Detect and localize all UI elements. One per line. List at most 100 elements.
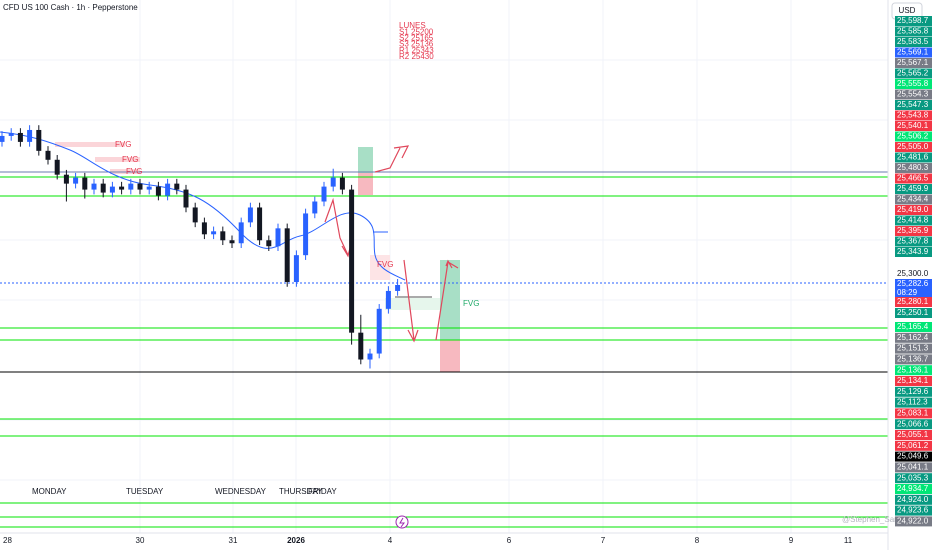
price-label: 25,165.4: [897, 322, 929, 331]
price-tag: [895, 484, 932, 494]
candle-body: [146, 186, 152, 190]
price-tag: [895, 79, 932, 89]
price-label: 25,565.2: [897, 69, 929, 78]
price-tag: [895, 194, 932, 205]
price-tag: [895, 131, 932, 142]
date-label: 31: [229, 536, 238, 545]
candle-body: [27, 129, 33, 142]
price-label: 25,543.8: [897, 111, 929, 120]
price-label: 25,481.6: [897, 153, 929, 162]
price-label: 25,282.6: [897, 279, 929, 288]
price-label: 25,162.4: [897, 333, 929, 342]
price-label: 24,923.6: [897, 506, 929, 515]
date-label: 6: [507, 536, 512, 545]
candle-body: [137, 183, 143, 190]
candle-body: [165, 183, 171, 196]
price-tag: [895, 236, 932, 247]
level-note: S1 25200: [399, 27, 434, 36]
price-tag: [895, 505, 932, 516]
price-tag: [895, 288, 932, 298]
price-tag: [895, 89, 932, 100]
price-tag: [895, 110, 932, 121]
candle-body: [155, 186, 161, 196]
price-tag: [895, 408, 932, 419]
price-tag: [895, 419, 932, 430]
candle-body: [54, 159, 60, 175]
price-tag: [895, 142, 932, 152]
candle-body: [45, 150, 51, 160]
candle-body: [349, 189, 355, 333]
price-tag: [895, 516, 932, 527]
price-tag: [895, 473, 932, 484]
price-label: 25,480.3: [897, 163, 929, 172]
price-label: 25,395.9: [897, 226, 929, 235]
price-label: 25,136.1: [897, 365, 929, 374]
candle-body: [238, 222, 244, 244]
date-label: 28: [3, 536, 12, 545]
candle-body: [220, 231, 226, 241]
price-tag: [895, 16, 932, 26]
price-tag: [895, 397, 932, 408]
price-tag: [895, 462, 932, 473]
arrows: [324, 145, 459, 343]
price-label: 25,567.1: [897, 58, 929, 67]
price-label: 25,041.1: [897, 463, 929, 472]
candle-body: [109, 186, 115, 193]
price-tag: [895, 226, 932, 236]
price-tag: [895, 494, 932, 505]
price-label: 25,585.8: [897, 27, 929, 36]
candle-body: [174, 183, 180, 190]
level-note: R2 25430: [399, 52, 434, 61]
candle-body: [303, 213, 309, 256]
price-tag: [895, 386, 932, 397]
price-label: 25,035.3: [897, 473, 929, 482]
candle-body: [128, 183, 134, 190]
watermark: @Stephen_Sanc...: [842, 515, 909, 524]
level-note: S2 25165: [399, 34, 434, 43]
fvg-label: FVG: [463, 299, 479, 308]
level-note: LUNES: [399, 21, 426, 30]
price-label: 08:29: [897, 288, 918, 297]
price-label: 24,922.0: [897, 517, 929, 526]
price-tag: [895, 100, 932, 110]
price-tag: [895, 343, 932, 354]
date-label: 8: [695, 536, 700, 545]
price-tag: [895, 247, 932, 257]
price-tag: [895, 37, 932, 47]
candle-body: [247, 207, 253, 223]
price-tag: [895, 173, 932, 184]
price-label: 25,066.6: [897, 419, 929, 428]
candle-body: [63, 174, 69, 184]
price-label: 25,343.9: [897, 247, 929, 256]
price-label: 25,055.1: [897, 430, 929, 439]
candle-body: [0, 135, 5, 142]
candle-body: [284, 228, 290, 283]
candle-body: [395, 284, 401, 291]
candle-body: [100, 183, 106, 193]
candle-body: [367, 353, 373, 360]
event-icon[interactable]: [395, 515, 409, 529]
price-label: 25,250.1: [897, 308, 929, 317]
date-label: 30: [136, 536, 145, 545]
price-label: 25,083.1: [897, 409, 929, 418]
day-label: WEDNESDAY: [215, 487, 267, 496]
price-label: 25,300.0: [897, 269, 929, 278]
fvg-label: FVG: [126, 167, 142, 176]
price-label: 25,554.3: [897, 90, 929, 99]
day-label: THURSDAY: [279, 487, 323, 496]
price-label: 25,419.0: [897, 205, 929, 214]
currency[interactable]: USD: [899, 6, 916, 15]
price-tag: [895, 354, 932, 365]
price-label: 25,569.1: [897, 48, 929, 57]
date-label: 4: [388, 536, 393, 545]
price-label: 25,414.8: [897, 216, 929, 225]
candle-body: [312, 201, 318, 214]
candle-body: [119, 186, 125, 190]
price-tag: [895, 322, 932, 332]
date-label: 9: [789, 536, 794, 545]
date-label: 11: [844, 536, 853, 545]
candle-body: [321, 186, 327, 202]
fvg-label: FVG: [115, 140, 131, 149]
price-label: 25,151.3: [897, 344, 929, 353]
